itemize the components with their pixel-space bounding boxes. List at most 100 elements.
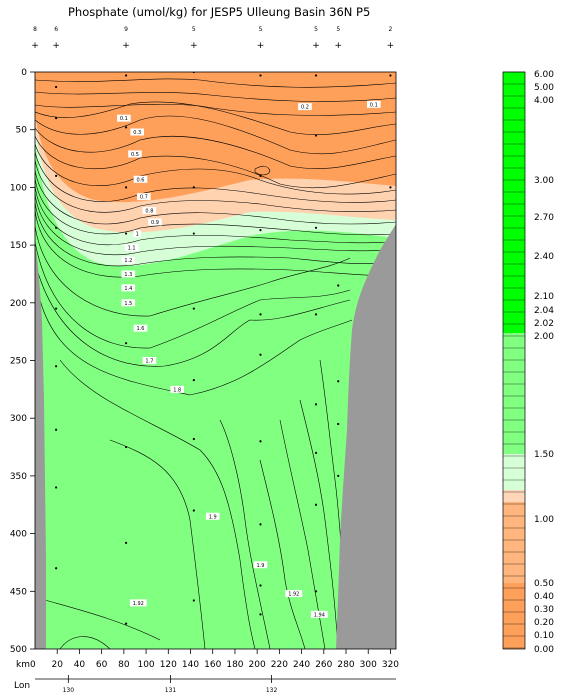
contour-line [35, 151, 396, 203]
station-number: 5 [314, 26, 318, 33]
station-plus: + [122, 41, 130, 51]
sample-point [337, 474, 340, 477]
colorbar-tick-label: 6.00 [534, 70, 554, 80]
contour-line [279, 419, 326, 649]
sample-point [259, 584, 262, 587]
contour-line [59, 636, 111, 649]
x-tick-label: 280 [337, 660, 354, 670]
contour-label: 1.6 [137, 326, 145, 332]
contour-label-box [142, 357, 157, 364]
sample-point [55, 226, 58, 229]
lon-tick-label: 130 [63, 687, 75, 694]
contour-label: 1 [136, 232, 139, 238]
x-tick-label: 180 [226, 660, 243, 670]
x-tick-label: 120 [160, 660, 177, 670]
sample-point [55, 428, 58, 431]
sample-point [314, 590, 318, 593]
contour-label: 1.3 [124, 272, 132, 278]
colorbar-band [503, 502, 525, 583]
sample-point [55, 117, 58, 120]
sample-point [314, 313, 318, 316]
station-plus: + [190, 41, 198, 51]
contour-label-box [129, 599, 147, 607]
contour-label: 1.9 [209, 514, 217, 520]
colorbar-tick-label: 0.50 [534, 579, 554, 589]
station-number: 8 [33, 26, 37, 33]
sample-point [337, 380, 340, 383]
colorbar-tick-label: 2.00 [534, 332, 554, 342]
station-number: 9 [124, 26, 128, 33]
contour-line [35, 91, 396, 102]
contour-label-box [137, 193, 151, 201]
station-plus: + [257, 41, 265, 51]
contour-label-box [121, 270, 136, 278]
sample-point [314, 134, 318, 137]
chart-title: Phosphate (umol/kg) for JESP5 Ulleung Ba… [68, 5, 370, 19]
x-tick-label: 60 [96, 660, 108, 670]
sample-point [389, 186, 392, 189]
station-markers: 8 6 9 5 5 5 5 2 + + + + + + + + [31, 26, 394, 51]
y-tick-label: 300 [10, 414, 27, 424]
x-tick-label: 200 [249, 660, 266, 670]
contour-label: 1.92 [288, 592, 299, 598]
lon-axis-label: Lon [14, 681, 30, 691]
contour-line [35, 261, 351, 367]
contour-label-box [133, 324, 148, 332]
contour-line [35, 241, 351, 349]
contour-label-box [205, 512, 220, 520]
colorbar-tick-label: 2.04 [534, 306, 554, 316]
colorbar: 6.00 5.00 4.00 3.00 2.70 2.40 2.10 2.04 2.02 2.00… [502, 70, 554, 655]
contour-label-box [124, 243, 139, 251]
sample-point [55, 307, 58, 310]
contour-label: 1.2 [124, 258, 132, 264]
sample-point [314, 503, 318, 506]
sample-point [259, 74, 262, 77]
colorbar-tick-label: 2.02 [534, 319, 554, 329]
x-tick-label: 160 [204, 660, 221, 670]
sample-point [259, 613, 262, 616]
y-tick-label: 400 [10, 530, 27, 540]
contour-label-box [170, 385, 184, 393]
contour-label-box [148, 218, 162, 226]
sample-points [55, 72, 392, 625]
x-tick-label: 100 [137, 660, 154, 670]
y-tick-label: 0 [21, 68, 27, 78]
contour-label-box [253, 561, 268, 569]
contour-line [35, 209, 396, 278]
sample-point [124, 74, 128, 77]
x-tick-label: 80 [118, 660, 130, 670]
sample-point [55, 85, 58, 89]
colorbar-tick-label: 1.50 [534, 450, 554, 460]
y-tick-label: 450 [10, 587, 27, 597]
contour-label: 1.9 [257, 563, 265, 569]
contour-label-box [285, 590, 303, 598]
sample-point [192, 232, 195, 235]
sample-point [192, 509, 195, 512]
x-unit-label: km0 [16, 660, 36, 670]
colorbar-tick-label: 5.00 [534, 83, 554, 93]
colorbar-tick-label: 3.00 [534, 176, 554, 186]
station-number: 2 [389, 26, 393, 33]
contour-line [35, 127, 396, 169]
y-tick-label: 350 [10, 472, 27, 482]
contour-line [109, 439, 206, 649]
y-tick-label: 200 [10, 299, 27, 309]
station-plus: + [31, 41, 39, 51]
contour-labels: 0.1 0.3 0.2 0.1 0.5 0.6 0.7 0.8 0.9 1 1.1 1.2 1.3 1.4… [117, 100, 381, 618]
contour-line [44, 599, 161, 641]
colorbar-tick-label: 2.40 [534, 252, 554, 262]
y-tick-label: 100 [10, 183, 27, 193]
contour-label-box [310, 610, 328, 618]
contour-label-box [142, 206, 157, 214]
axes: km0 Lon 0 50 100 150 200 250 300 350 400 450 500 20… [10, 68, 399, 694]
sample-point [192, 186, 195, 189]
colorbar-tick-label: 0.30 [534, 605, 554, 615]
sample-point [337, 284, 340, 287]
x-tick-label: 40 [74, 660, 86, 670]
contour-line [219, 419, 271, 649]
contour-label-box [128, 150, 142, 158]
colorbar-band [503, 583, 525, 649]
contour-field [35, 72, 396, 649]
contour-label: 0.2 [301, 105, 309, 111]
